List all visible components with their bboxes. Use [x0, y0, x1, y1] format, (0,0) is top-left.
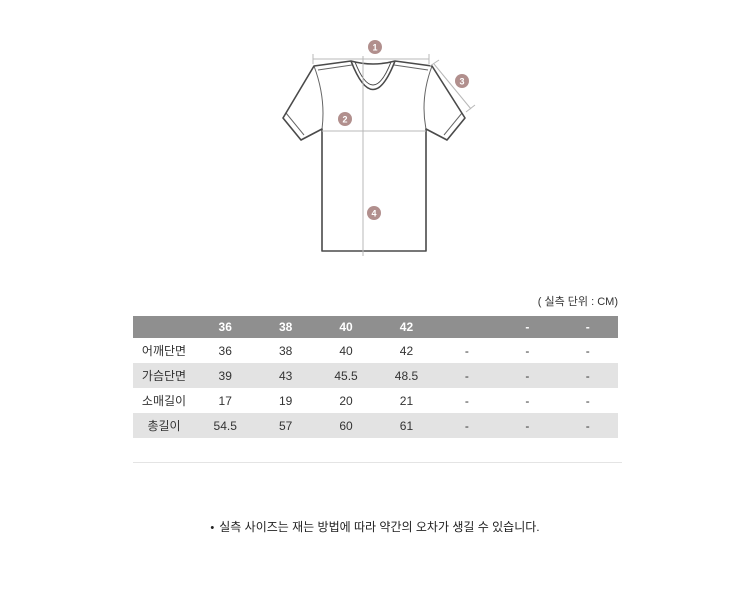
size-value-cell: 20	[339, 393, 353, 408]
marker-3-number: 3	[459, 77, 464, 87]
row-label: 가슴단면	[141, 369, 187, 383]
size-value-cell: -	[585, 343, 590, 358]
size-header-36: 36	[195, 316, 256, 338]
divider-line	[133, 462, 622, 463]
table-row: 어깨단면 36 38 40 42 - - -	[133, 338, 618, 363]
tshirt-measurement-diagram: 1 2 3 4	[282, 40, 476, 256]
size-value-cell: 61	[399, 418, 414, 433]
size-value-cell: 42	[399, 343, 414, 358]
footnote: • 실측 사이즈는 재는 방법에 따라 약간의 오차가 생길 수 있습니다.	[0, 518, 750, 535]
table-row: 소매길이 17 19 20 21 - - -	[133, 388, 618, 413]
footnote-text: 실측 사이즈는 재는 방법에 따라 약간의 오차가 생길 수 있습니다.	[219, 520, 540, 534]
measure-marker-2: 2	[338, 112, 352, 126]
size-value-cell: -	[464, 393, 469, 408]
table-row: 총길이 54.5 57 60 61 - - -	[133, 413, 618, 438]
size-value-cell: 54.5	[213, 418, 237, 433]
table-row: 가슴단면 39 43 45.5 48.5 - - -	[133, 363, 618, 388]
row-label: 총길이	[147, 419, 181, 433]
size-value-cell: -	[464, 418, 469, 433]
sleeve-arrow	[429, 59, 476, 113]
size-value-cell: -	[585, 393, 590, 408]
size-value-cell: -	[585, 368, 590, 383]
marker-4-number: 4	[371, 209, 376, 219]
size-table-body: 어깨단면 36 38 40 42 - - - 가슴단면 39 43 45.5 48.5 - - - 소매길이 17…	[133, 338, 618, 438]
size-header-40: 40	[315, 316, 377, 338]
size-value-cell: 57	[278, 418, 293, 433]
marker-2-number: 2	[342, 115, 347, 125]
size-value-cell: -	[464, 368, 469, 383]
size-table-header-row: 36 38 40 42 - -	[133, 316, 618, 338]
size-value-cell: -	[525, 368, 530, 383]
measure-marker-3: 3	[455, 74, 469, 88]
collar-inner-line	[354, 61, 392, 86]
size-value-cell: -	[464, 343, 469, 358]
row-label: 소매길이	[141, 394, 187, 408]
tshirt-outline	[282, 60, 466, 252]
corner-header-cell	[133, 316, 195, 338]
size-value-cell: 48.5	[394, 368, 419, 383]
size-value-cell: -	[585, 418, 590, 433]
size-value-cell: 21	[399, 393, 414, 408]
size-header-blank	[436, 316, 498, 338]
size-table: 36 38 40 42- - 어깨단면 36 38 40 42- - - 가슴단면 39 43 45.5 48…	[133, 316, 618, 438]
size-value-cell: -	[525, 393, 530, 408]
size-value-cell: 40	[339, 343, 353, 358]
size-header--: -	[557, 316, 618, 338]
measure-guide-lines	[312, 54, 476, 256]
shoulder-width-arrow	[312, 54, 430, 64]
measure-marker-1: 1	[368, 40, 382, 54]
size-value-cell: 39	[218, 368, 232, 383]
size-value-cell: 36	[218, 343, 232, 358]
size-value-cell: 38	[278, 343, 293, 358]
size-value-cell: 60	[339, 418, 353, 433]
unit-note: ( 실측 단위 : CM)	[537, 296, 618, 308]
measure-marker-4: 4	[367, 206, 381, 220]
footnote-bullet: •	[210, 522, 215, 534]
size-value-cell: 19	[278, 393, 293, 408]
row-label: 어깨단면	[141, 344, 187, 358]
size-header--: -	[497, 316, 558, 338]
size-value-cell: 43	[278, 368, 293, 383]
marker-1-number: 1	[372, 43, 377, 53]
size-value-cell: -	[525, 418, 530, 433]
collar-outer-line	[350, 60, 396, 91]
seam-lines	[285, 64, 463, 136]
size-header-42: 42	[376, 316, 437, 338]
size-value-cell: 45.5	[334, 368, 358, 383]
size-value-cell: 17	[218, 393, 232, 408]
size-header-38: 38	[255, 316, 316, 338]
size-value-cell: -	[525, 343, 530, 358]
